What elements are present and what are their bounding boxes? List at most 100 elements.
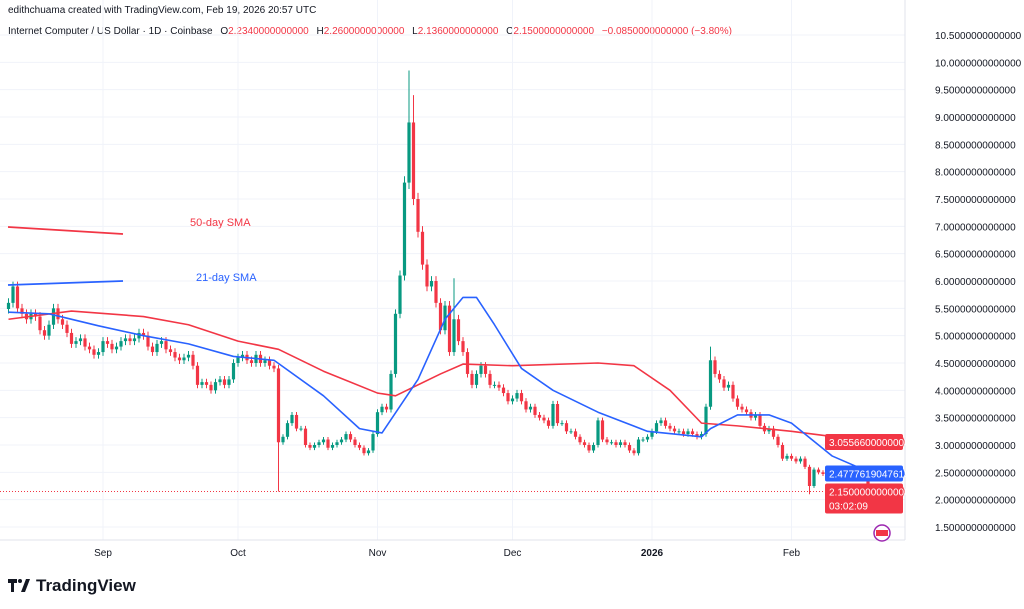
y-tick-label: 3.5000000000000 bbox=[935, 414, 1016, 425]
candle-body bbox=[344, 434, 348, 440]
candle-body bbox=[501, 387, 506, 394]
candle-body bbox=[281, 436, 285, 443]
sma50-annotation: 50-day SMA bbox=[190, 217, 251, 229]
candle-body bbox=[726, 384, 731, 388]
y-tick-label: 4.0000000000000 bbox=[935, 386, 1016, 397]
candle-body bbox=[807, 466, 812, 486]
candle-body bbox=[227, 379, 231, 385]
candle-body bbox=[785, 455, 789, 459]
candle-body bbox=[506, 393, 510, 402]
candle-body bbox=[186, 354, 191, 358]
candle-body bbox=[398, 275, 402, 314]
candle-body bbox=[191, 354, 195, 366]
candle-body bbox=[96, 352, 101, 355]
candle-body bbox=[492, 384, 497, 386]
candle-body bbox=[272, 365, 276, 369]
candle-body bbox=[132, 338, 137, 342]
candle-body bbox=[78, 338, 83, 342]
candle-body bbox=[587, 445, 591, 451]
y-tick-label: 2.0000000000000 bbox=[935, 496, 1016, 507]
candle-body bbox=[582, 442, 587, 445]
candle-body bbox=[695, 434, 699, 437]
candle-body bbox=[789, 455, 794, 459]
y-tick-label: 5.5000000000000 bbox=[935, 304, 1016, 315]
candle-body bbox=[321, 439, 326, 443]
candle-body bbox=[429, 281, 434, 287]
candle-body bbox=[411, 122, 416, 199]
candle-body bbox=[407, 122, 411, 183]
candle-body bbox=[339, 439, 344, 443]
candle-body bbox=[663, 420, 668, 426]
bar-countdown: 03:02:09 bbox=[829, 501, 868, 512]
candle-body bbox=[294, 414, 299, 429]
candle-body bbox=[290, 414, 294, 424]
candle-body bbox=[168, 349, 173, 353]
candle-body bbox=[177, 357, 182, 361]
y-tick-label: 5.0000000000000 bbox=[935, 332, 1016, 343]
candle-body bbox=[348, 434, 353, 440]
candle-body bbox=[114, 346, 119, 350]
last-price-label-pointer bbox=[903, 486, 905, 497]
x-tick-label: 2026 bbox=[641, 548, 664, 559]
candle-body bbox=[209, 384, 213, 391]
candle-body bbox=[731, 384, 735, 399]
candle-body bbox=[627, 445, 632, 451]
sma21-line bbox=[8, 296, 873, 475]
candle-body bbox=[267, 360, 272, 366]
candle-body bbox=[569, 431, 573, 433]
candle-body bbox=[150, 346, 155, 353]
candle-body bbox=[546, 420, 551, 426]
candle-body bbox=[821, 472, 825, 474]
y-tick-label: 10.5000000000000 bbox=[935, 31, 1022, 42]
candle-body bbox=[618, 442, 623, 445]
candle-body bbox=[420, 231, 425, 265]
candle-body bbox=[375, 412, 380, 435]
candle-body bbox=[366, 450, 371, 454]
candle-body bbox=[488, 373, 492, 385]
candle-body bbox=[465, 352, 470, 374]
tradingview-logo: TradingView bbox=[8, 576, 136, 596]
candle-body bbox=[173, 352, 177, 358]
candle-body bbox=[474, 373, 479, 385]
candle-body bbox=[596, 420, 600, 445]
candle-body bbox=[470, 373, 474, 385]
low-value: 2.1360000000000 bbox=[417, 26, 499, 37]
candle-body bbox=[137, 332, 141, 339]
candle-body bbox=[65, 324, 69, 333]
candle-body bbox=[650, 431, 654, 437]
candle-body bbox=[92, 349, 96, 355]
sma50-price-label: 3.0556600000000 bbox=[829, 438, 910, 449]
candle-body bbox=[231, 363, 236, 380]
candle-body bbox=[56, 308, 60, 320]
candle-body bbox=[771, 428, 776, 437]
us-flag-stripes-icon bbox=[876, 530, 888, 536]
y-tick-label: 3.0000000000000 bbox=[935, 441, 1016, 452]
candle-body bbox=[326, 439, 330, 448]
x-tick-label: Dec bbox=[504, 548, 522, 559]
symbol-legend: Internet Computer / US Dollar · 1D · Coi… bbox=[8, 26, 732, 37]
candle-body bbox=[362, 447, 366, 454]
sma50-price-label-pointer bbox=[903, 436, 905, 447]
candle-body bbox=[276, 368, 281, 443]
change-value: −0.0850000000000 (−3.80%) bbox=[601, 26, 732, 37]
candle-body bbox=[636, 439, 641, 454]
candle-body bbox=[236, 357, 240, 363]
candle-body bbox=[69, 332, 74, 344]
candle-body bbox=[555, 404, 560, 424]
candle-body bbox=[105, 341, 110, 344]
candle-body bbox=[389, 373, 393, 410]
candle-body bbox=[15, 286, 20, 309]
open-value: 2.2340000000000 bbox=[228, 26, 309, 37]
symbol-name[interactable]: Internet Computer / US Dollar · 1D · Coi… bbox=[8, 26, 213, 37]
candle-body bbox=[155, 343, 159, 353]
candle-body bbox=[699, 434, 704, 437]
candle-body bbox=[816, 469, 821, 473]
candle-body bbox=[591, 445, 596, 451]
candle-body bbox=[443, 305, 447, 331]
candle-body bbox=[335, 442, 339, 445]
sma50-line bbox=[8, 310, 873, 443]
candle-body bbox=[645, 436, 650, 440]
candle-body bbox=[83, 338, 87, 347]
candle-body bbox=[641, 439, 645, 441]
